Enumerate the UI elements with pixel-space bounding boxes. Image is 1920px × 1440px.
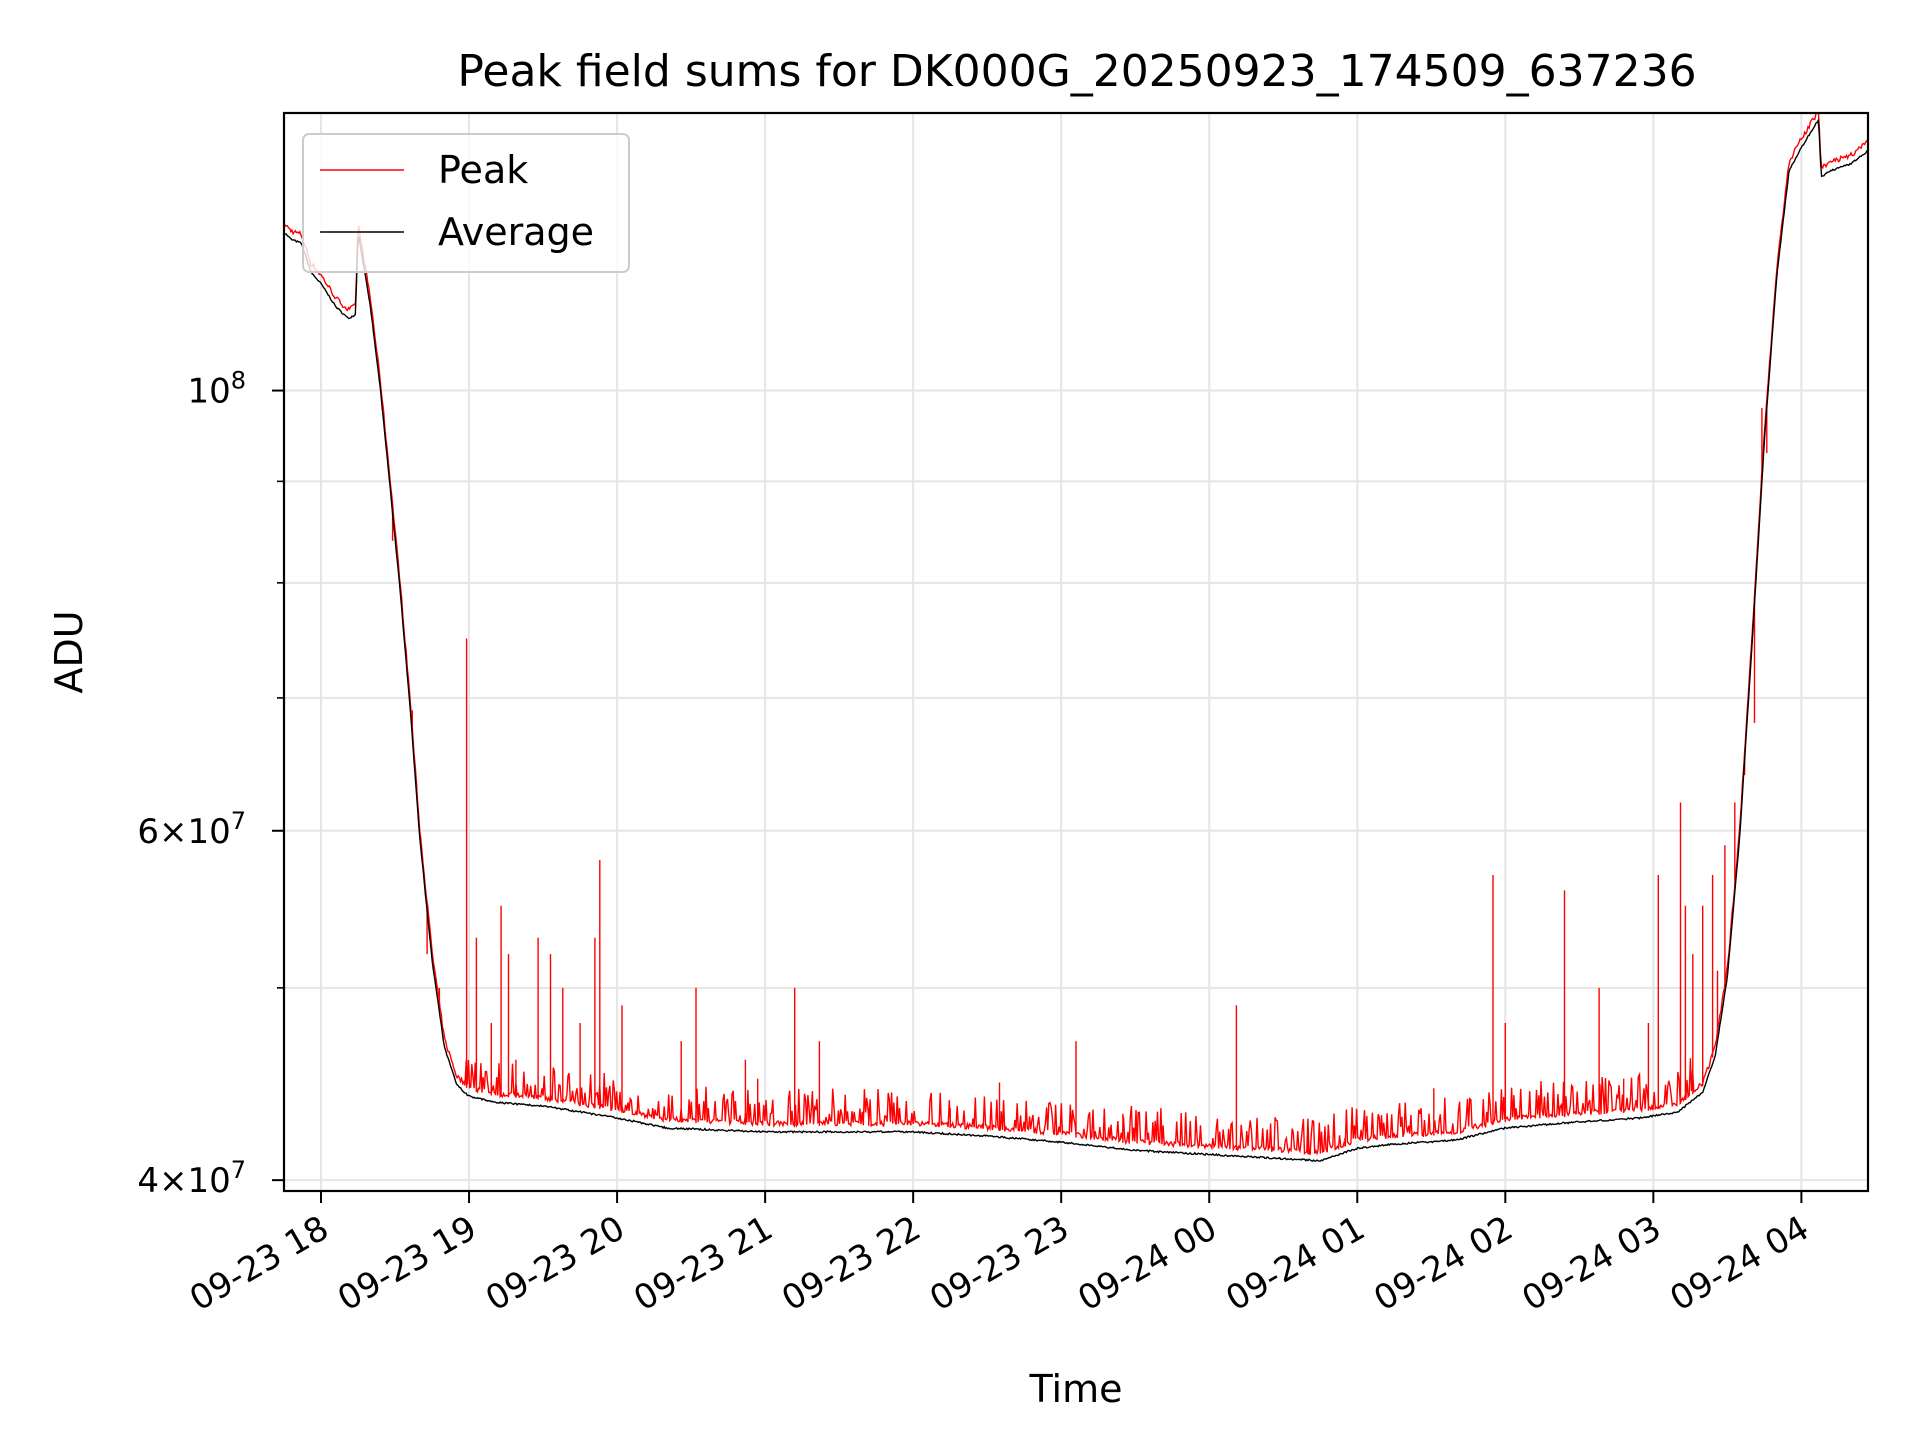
plot-area-frame — [282, 111, 1870, 1193]
y-tick-label: 4×107 — [137, 1156, 246, 1201]
legend-box — [302, 133, 630, 273]
y-axis-label: ADU — [47, 610, 91, 693]
legend-label-peak: Peak — [438, 148, 528, 192]
series-layer — [284, 113, 1868, 1162]
legend-label-average: Average — [438, 210, 594, 254]
chart-title: Peak field sums for DK000G_20250923_1745… — [457, 46, 1696, 97]
series-line-average — [284, 118, 1868, 1162]
legend: Peak Average — [302, 133, 630, 273]
y-tick-label: 6×107 — [137, 807, 246, 852]
x-axis-label: Time — [1029, 1367, 1123, 1411]
grid — [284, 113, 1868, 1191]
